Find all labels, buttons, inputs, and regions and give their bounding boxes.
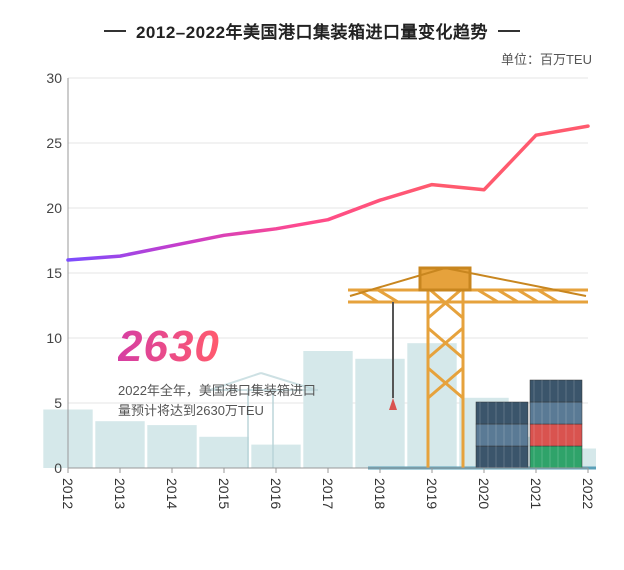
ytick-label: 0 — [28, 460, 62, 476]
ytick-label: 5 — [28, 395, 62, 411]
plot-area: 2630 2022年全年，美国港口集装箱进口量预计将达到2630万TEU 0 5 1… — [28, 70, 596, 550]
xtick-label: 2021 — [528, 478, 544, 509]
xtick-label: 2013 — [112, 478, 128, 509]
callout-box: 2630 2022年全年，美国港口集装箱进口量预计将达到2630万TEU — [118, 325, 318, 420]
xtick-label: 2022 — [580, 478, 596, 509]
ytick-label: 25 — [28, 135, 62, 151]
callout-text: 2022年全年，美国港口集装箱进口量预计将达到2630万TEU — [118, 381, 318, 420]
ytick-label: 20 — [28, 200, 62, 216]
title-dash-left — [104, 30, 126, 32]
xtick-label: 2012 — [60, 478, 76, 509]
title-dash-right — [498, 30, 520, 32]
xtick-label: 2020 — [476, 478, 492, 509]
unit-label: 单位：百万TEU — [28, 49, 596, 68]
xtick-label: 2019 — [424, 478, 440, 509]
callout-number: 2630 — [118, 325, 318, 369]
title-row: 2012–2022年美国港口集装箱进口量变化趋势 — [28, 18, 596, 43]
xtick-label: 2015 — [216, 478, 232, 509]
ytick-label: 15 — [28, 265, 62, 281]
xtick-label: 2016 — [268, 478, 284, 509]
ytick-label: 30 — [28, 70, 62, 86]
xtick-label: 2017 — [320, 478, 336, 509]
chart-container: 2012–2022年美国港口集装箱进口量变化趋势 单位：百万TEU — [0, 0, 624, 570]
xtick-label: 2018 — [372, 478, 388, 509]
xtick-label: 2014 — [164, 478, 180, 509]
ytick-label: 10 — [28, 330, 62, 346]
chart-title: 2012–2022年美国港口集装箱进口量变化趋势 — [136, 18, 488, 43]
